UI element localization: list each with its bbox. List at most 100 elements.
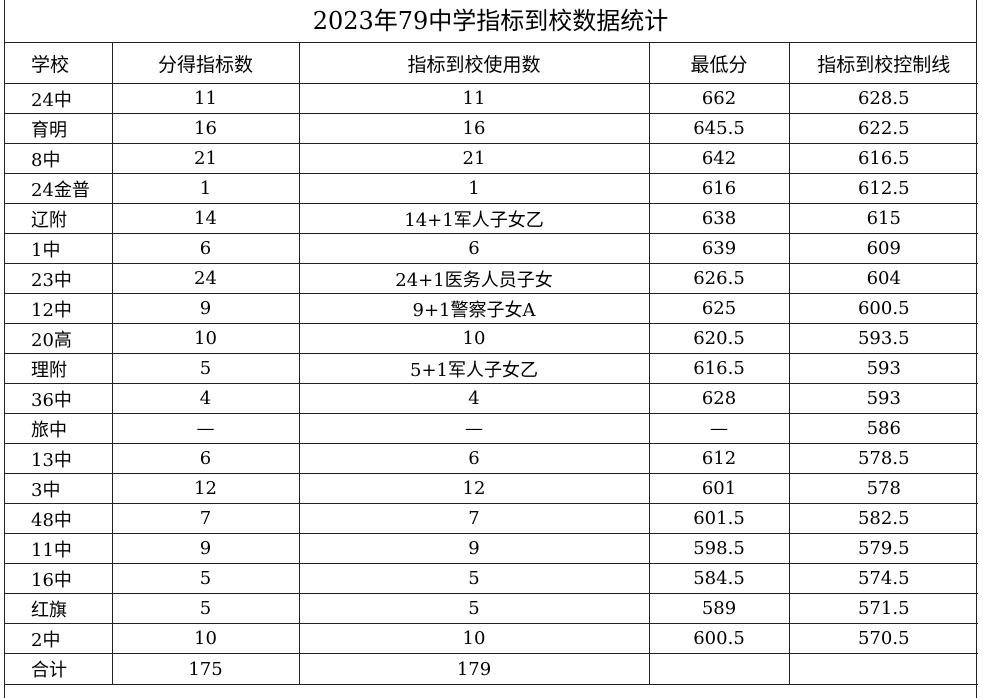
table-row: 育明 16 16 645.5 622.5 (5, 113, 978, 144)
control-line-cell: 582.5 (788, 503, 978, 534)
quota-cell: 1 (111, 173, 300, 204)
quota-cell: 4 (111, 383, 300, 414)
used-cell: 21 (298, 143, 650, 174)
used-cell: 9+1警察子女A (298, 293, 650, 324)
quota-cell: 6 (111, 443, 300, 474)
quota-cell: 12 (111, 473, 300, 504)
table-row: 20高 10 10 620.5 593.5 (5, 323, 978, 354)
min-score-cell: 584.5 (648, 563, 790, 594)
table-row: 2中 10 10 600.5 570.5 (5, 623, 978, 654)
min-score-cell: 645.5 (648, 113, 790, 144)
control-line-cell: 612.5 (788, 173, 978, 204)
school-cell: 12中 (5, 293, 113, 324)
min-score-cell: 638 (648, 203, 790, 234)
used-cell: 24+1医务人员子女 (298, 263, 650, 294)
used-cell: 1 (298, 173, 650, 204)
control-line-cell: 604 (788, 263, 978, 294)
table-row: 16中 5 5 584.5 574.5 (5, 563, 978, 594)
quota-cell: 5 (111, 593, 300, 624)
min-score-cell: 601 (648, 473, 790, 504)
total-label-cell: 合计 (5, 653, 113, 685)
used-cell: 12 (298, 473, 650, 504)
used-cell: 10 (298, 623, 650, 654)
quota-cell: 6 (111, 233, 300, 264)
used-cell: 5 (298, 593, 650, 624)
control-line-cell: 628.5 (788, 83, 978, 114)
table-row: 12中 9 9+1警察子女A 625 600.5 (5, 293, 978, 324)
min-score-cell: 598.5 (648, 533, 790, 564)
min-score-cell: 639 (648, 233, 790, 264)
table-row: 11中 9 9 598.5 579.5 (5, 533, 978, 564)
table-row: 旅中 — — —586 (5, 413, 978, 444)
min-score-cell: 642 (648, 143, 790, 174)
school-cell: 红旗 (5, 593, 113, 624)
control-line-cell: 579.5 (788, 533, 978, 564)
school-cell: 24金普 (5, 173, 113, 204)
table-row: 24金普 1 1 616 612.5 (5, 173, 978, 204)
school-cell: 48中 (5, 503, 113, 534)
column-header-used: 指标到校使用数 (298, 43, 650, 84)
min-score-cell: 662 (648, 83, 790, 114)
school-cell: 16中 (5, 563, 113, 594)
school-cell: 辽附 (5, 203, 113, 234)
quota-cell: 5 (111, 353, 300, 384)
quota-cell: 10 (111, 323, 300, 354)
quota-cell: 11 (111, 83, 300, 114)
school-cell: 23中 (5, 263, 113, 294)
school-cell: 8中 (5, 143, 113, 174)
total-row: 合计 175 179 (5, 653, 978, 685)
table-row: 红旗 5 5 589 571.5 (5, 593, 978, 624)
column-header-control-line: 指标到校控制线 (788, 43, 978, 84)
quota-cell: 5 (111, 563, 300, 594)
school-cell: 2中 (5, 623, 113, 654)
used-cell: 5+1军人子女乙 (298, 353, 650, 384)
school-cell: 旅中 (5, 413, 113, 444)
min-score-cell: 616.5 (648, 353, 790, 384)
min-score-cell: 589 (648, 593, 790, 624)
header-row: 学校 分得指标数 指标到校使用数 最低分 指标到校控制线 (5, 43, 978, 84)
sheet-title: 2023年79中学指标到校数据统计 (5, 0, 976, 43)
column-header-min-score: 最低分 (648, 43, 790, 84)
quota-cell: 9 (111, 293, 300, 324)
used-cell: 7 (298, 503, 650, 534)
used-cell: 6 (298, 233, 650, 264)
column-header-quota: 分得指标数 (111, 43, 300, 84)
used-cell: 6 (298, 443, 650, 474)
table-body: 24中 11 11 662 628.5 育明 16 16 645.5 622.5 8中 21 21 642… (5, 83, 978, 685)
min-score-cell: 612 (648, 443, 790, 474)
quota-cell: — (111, 413, 300, 444)
min-score-cell: 625 (648, 293, 790, 324)
used-cell: 9 (298, 533, 650, 564)
control-line-cell: 578.5 (788, 443, 978, 474)
total-min-score-cell (648, 653, 790, 685)
control-line-cell: 622.5 (788, 113, 978, 144)
table-row: 辽附 14 14+1军人子女乙 638 615 (5, 203, 978, 234)
min-score-cell: 601.5 (648, 503, 790, 534)
control-line-cell: 570.5 (788, 623, 978, 654)
quota-cell: 10 (111, 623, 300, 654)
min-score-cell: 616 (648, 173, 790, 204)
quota-cell: 24 (111, 263, 300, 294)
total-quota-cell: 175 (111, 653, 300, 685)
min-score-cell: 628 (648, 383, 790, 414)
school-cell: 24中 (5, 83, 113, 114)
control-line-cell: 593 (788, 353, 978, 384)
column-header-school: 学校 (5, 43, 113, 84)
table-row: 23中 24 24+1医务人员子女 626.5 604 (5, 263, 978, 294)
school-cell: 育明 (5, 113, 113, 144)
school-cell: 20高 (5, 323, 113, 354)
min-score-cell: 620.5 (648, 323, 790, 354)
control-line-cell: 571.5 (788, 593, 978, 624)
table-row: 理附 5 5+1军人子女乙 616.5 593 (5, 353, 978, 384)
statistics-sheet: 2023年79中学指标到校数据统计 学校 分得指标数 指标到校使用数 最低分 指… (4, 0, 978, 698)
control-line-cell: 578 (788, 473, 978, 504)
table-row: 1中 6 6 639 609 (5, 233, 978, 264)
school-cell: 36中 (5, 383, 113, 414)
table-row: 24中 11 11 662 628.5 (5, 83, 978, 114)
school-cell: 13中 (5, 443, 113, 474)
used-cell: 10 (298, 323, 650, 354)
used-cell: 11 (298, 83, 650, 114)
used-cell: 4 (298, 383, 650, 414)
table-row: 3中 12 12 601 578 (5, 473, 978, 504)
table-row: 8中 21 21 642 616.5 (5, 143, 978, 174)
